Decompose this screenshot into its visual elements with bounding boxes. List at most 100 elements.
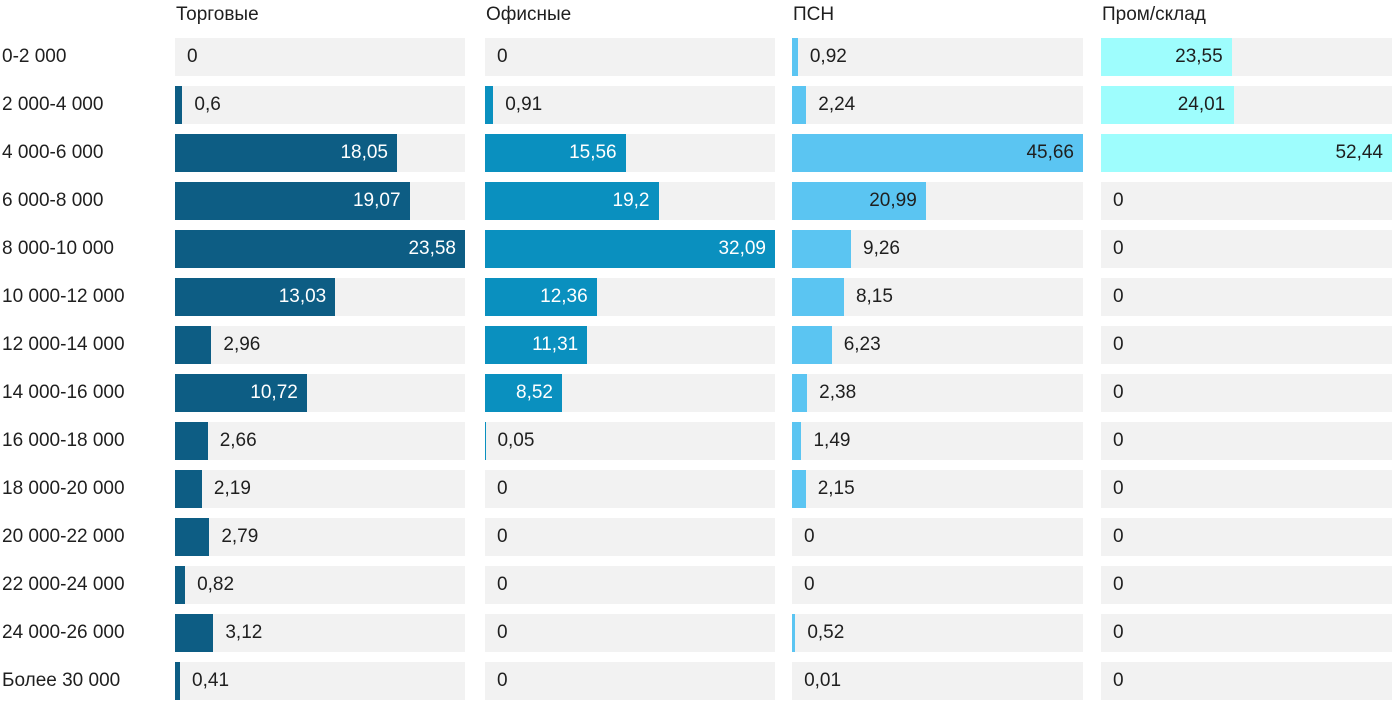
bar-track: 0,05 bbox=[485, 422, 775, 460]
bar-track: 0 bbox=[792, 518, 1083, 556]
bar-track: 2,66 bbox=[175, 422, 465, 460]
bar-value-label: 0,6 bbox=[194, 94, 221, 115]
bar bbox=[792, 614, 796, 652]
bar-value-label: 11,31 bbox=[532, 334, 579, 355]
bar-track: 0,52 bbox=[792, 614, 1083, 652]
bar-track: 8,15 bbox=[792, 278, 1083, 316]
bar-track: 0 bbox=[485, 518, 775, 556]
row-label: 4 000-6 000 bbox=[2, 142, 104, 163]
bar-track: 19,07 bbox=[175, 182, 465, 220]
bar-track: 0,6 bbox=[175, 86, 465, 124]
bar-track: 0 bbox=[175, 38, 465, 76]
bar bbox=[792, 278, 844, 316]
bar bbox=[792, 422, 802, 460]
bar-track: 0 bbox=[1101, 182, 1392, 220]
bar-track: 23,55 bbox=[1101, 38, 1392, 76]
row-label: 0-2 000 bbox=[2, 46, 67, 67]
bar-value-label: 0 bbox=[804, 526, 815, 547]
bar-track: 0 bbox=[792, 566, 1083, 604]
bar-track: 0 bbox=[1101, 662, 1392, 700]
bar-value-label: 0,52 bbox=[807, 622, 845, 643]
bar-track: 0,41 bbox=[175, 662, 465, 700]
bar bbox=[485, 326, 588, 364]
bar bbox=[485, 278, 597, 316]
bar-value-label: 0 bbox=[1113, 670, 1124, 691]
column-header-psn: ПСН bbox=[793, 4, 835, 25]
bar-value-label: 20,99 bbox=[869, 190, 917, 211]
bar-value-label: 0,92 bbox=[809, 46, 847, 67]
bar-track: 0,92 bbox=[792, 38, 1083, 76]
bar bbox=[792, 182, 926, 220]
row-label: 20 000-22 000 bbox=[2, 526, 125, 547]
row-label: Более 30 000 bbox=[2, 670, 121, 691]
bar bbox=[175, 134, 397, 172]
bar-value-label: 0 bbox=[1113, 526, 1124, 547]
bar-track: 0 bbox=[1101, 422, 1392, 460]
bar-value-label: 52,44 bbox=[1335, 142, 1383, 163]
bar-track: 0 bbox=[1101, 326, 1392, 364]
bar-value-label: 0 bbox=[1113, 286, 1124, 307]
bar-track: 0 bbox=[485, 38, 775, 76]
bar-value-label: 0 bbox=[1113, 478, 1124, 499]
bar-track: 0 bbox=[1101, 470, 1392, 508]
bar-track: 20,99 bbox=[792, 182, 1083, 220]
bar-track: 10,72 bbox=[175, 374, 465, 412]
bar-track: 24,01 bbox=[1101, 86, 1392, 124]
bar bbox=[792, 38, 798, 76]
bar-value-label: 2,96 bbox=[223, 334, 261, 355]
bar-track: 19,2 bbox=[485, 182, 775, 220]
bar-value-label: 2,24 bbox=[818, 94, 856, 115]
bar-track: 0 bbox=[1101, 566, 1392, 604]
bar-value-label: 19,07 bbox=[352, 190, 401, 211]
bar-track: 2,19 bbox=[175, 470, 465, 508]
bar bbox=[792, 230, 852, 268]
bar-value-label: 0,82 bbox=[197, 574, 235, 595]
bar-track: 3,12 bbox=[175, 614, 465, 652]
bar-value-label: 8,15 bbox=[855, 286, 893, 307]
bar-value-label: 10,72 bbox=[250, 382, 298, 403]
bar bbox=[485, 86, 494, 124]
bar-track: 2,15 bbox=[792, 470, 1083, 508]
bar bbox=[1101, 86, 1235, 124]
bar bbox=[175, 278, 336, 316]
bar-track: 45,66 bbox=[792, 134, 1083, 172]
bar-value-label: 0 bbox=[187, 46, 198, 67]
bar-track: 0 bbox=[485, 614, 775, 652]
bar-track: 1,49 bbox=[792, 422, 1083, 460]
bar bbox=[175, 230, 465, 268]
bar-track: 11,31 bbox=[485, 326, 775, 364]
bar-track: 2,79 bbox=[175, 518, 465, 556]
bar-track: 8,52 bbox=[485, 374, 775, 412]
bar-value-label: 2,38 bbox=[819, 382, 857, 403]
row-label: 10 000-12 000 bbox=[2, 286, 125, 307]
bar bbox=[175, 374, 307, 412]
bar-track: 2,96 bbox=[175, 326, 465, 364]
bar bbox=[792, 134, 1083, 172]
bar-value-label: 1,49 bbox=[813, 430, 851, 451]
bar-value-label: 0 bbox=[1113, 382, 1124, 403]
bar-track: 52,44 bbox=[1101, 134, 1392, 172]
bar bbox=[485, 374, 562, 412]
bar-value-label: 3,12 bbox=[225, 622, 263, 643]
column-header-prom-sklad: Пром/склад bbox=[1102, 4, 1206, 25]
bar-value-label: 0 bbox=[497, 574, 508, 595]
row-label: 2 000-4 000 bbox=[2, 94, 104, 115]
bar bbox=[175, 470, 202, 508]
row-label: 22 000-24 000 bbox=[2, 574, 125, 595]
bar-track: 0 bbox=[1101, 614, 1392, 652]
bar bbox=[485, 230, 775, 268]
bar bbox=[175, 518, 210, 556]
bar-value-label: 0 bbox=[1113, 622, 1124, 643]
bar-track: 0 bbox=[1101, 374, 1392, 412]
bar-value-label: 0 bbox=[1113, 238, 1124, 259]
row-label: 8 000-10 000 bbox=[2, 238, 114, 259]
bar-value-label: 0,01 bbox=[804, 670, 842, 691]
bar-value-label: 0 bbox=[497, 46, 508, 67]
bar bbox=[175, 326, 212, 364]
bar bbox=[1101, 38, 1232, 76]
bar-value-label: 23,58 bbox=[408, 238, 456, 259]
bar-value-label: 32,09 bbox=[718, 238, 766, 259]
bar-track: 9,26 bbox=[792, 230, 1083, 268]
bar-value-label: 0 bbox=[1113, 430, 1124, 451]
